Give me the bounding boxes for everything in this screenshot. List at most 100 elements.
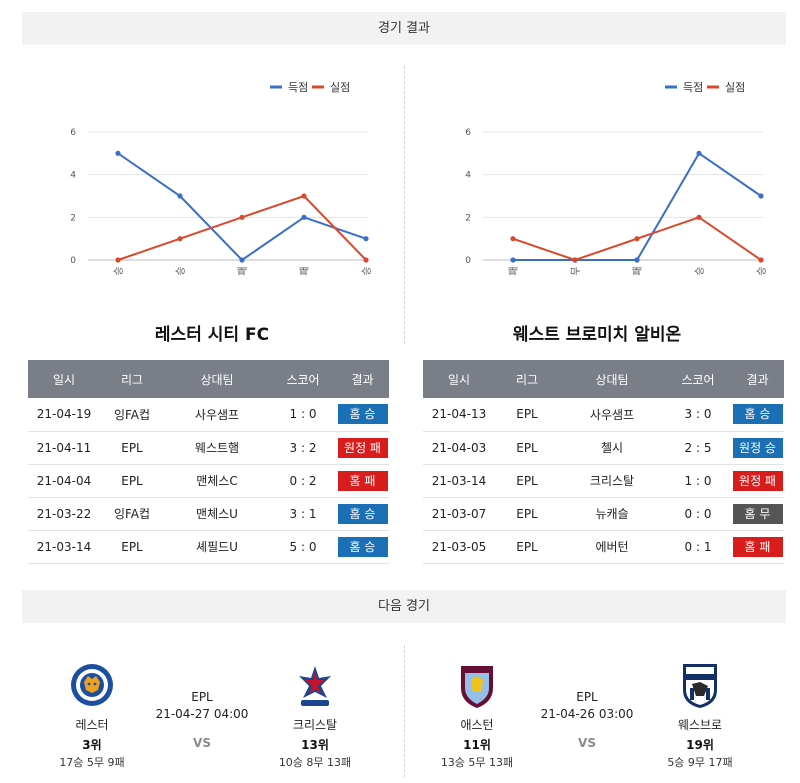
- match-result-cell: 원정 패: [731, 464, 784, 498]
- data-point: [239, 214, 245, 220]
- data-point: [363, 257, 369, 263]
- west-brom-logo-icon: [678, 660, 722, 710]
- match-date: 21-03-14: [423, 464, 495, 498]
- match-score: 1 : 0: [270, 398, 336, 432]
- data-point: [696, 150, 702, 156]
- series-line: [117, 194, 367, 261]
- legend-label: 득점: [683, 81, 703, 94]
- table-row: 21-04-03 EPL 첼시 2 : 5 원정 승: [423, 431, 784, 465]
- match-datetime: 21-04-27 04:00: [155, 707, 249, 721]
- match-info: EPL 21-04-26 03:00: [517, 690, 657, 721]
- match-date: 21-04-11: [28, 431, 100, 465]
- match-date: 21-03-14: [28, 530, 100, 564]
- data-point: [115, 257, 121, 263]
- series-line: [117, 152, 367, 262]
- line-chart: 득점 실점 0 2 4 6 패 무 패 승 승: [465, 81, 768, 276]
- match-opponent: 사우샘프: [559, 398, 665, 432]
- y-tick-label: 2: [70, 213, 76, 223]
- x-tick-label: 승: [756, 266, 768, 275]
- y-tick-label: 4: [465, 171, 471, 181]
- next-match-card: 애스턴 11위 13승 5무 13패 EPL 21-04-26 03:00 VS…: [407, 660, 767, 770]
- home-club: 레스터 3위 17승 5무 9패: [47, 660, 137, 770]
- match-result-cell: 원정 승: [731, 431, 784, 465]
- x-tick-label: 패: [508, 266, 520, 275]
- match-date: 21-03-22: [28, 497, 100, 531]
- legend-label: 실점: [330, 81, 350, 94]
- data-point: [634, 257, 640, 263]
- away-club: 웨스브로 19위 5승 9무 17패: [655, 660, 745, 770]
- results-section-title: 경기 결과: [22, 12, 786, 45]
- table-header-cell: 리그: [495, 360, 559, 398]
- data-point: [301, 193, 307, 199]
- result-badge: 홈 무: [732, 503, 783, 524]
- match-league: EPL: [191, 690, 213, 704]
- y-tick-label: 0: [465, 256, 471, 266]
- match-score: 3 : 1: [270, 497, 336, 531]
- legend-label: 실점: [725, 81, 745, 94]
- table-row: 21-03-14 EPL 크리스탈 1 : 0 원정 패: [423, 464, 784, 498]
- match-league: EPL: [100, 431, 164, 465]
- match-score: 0 : 0: [665, 497, 731, 531]
- match-league: EPL: [495, 398, 559, 432]
- table-header-cell: 일시: [423, 360, 495, 398]
- table-header-row: 일시 리그 상대팀 스코어 결과: [423, 360, 784, 398]
- match-opponent: 에버턴: [559, 530, 665, 564]
- table-header-cell: 상대팀: [164, 360, 270, 398]
- match-league: EPL: [100, 464, 164, 498]
- result-badge: 홈 패: [337, 470, 388, 491]
- y-tick-label: 4: [70, 171, 76, 181]
- chart-legend: 득점 실점: [665, 81, 745, 94]
- match-date: 21-04-13: [423, 398, 495, 432]
- table-header-cell: 스코어: [665, 360, 731, 398]
- match-score: 2 : 5: [665, 431, 731, 465]
- match-datetime: 21-04-26 03:00: [540, 707, 634, 721]
- table-row: 21-04-11 EPL 웨스트햄 3 : 2 원정 패: [28, 431, 389, 465]
- chart-westbrom: 득점 실점 0 2 4 6 패 무 패 승 승: [425, 70, 775, 283]
- data-point: [758, 257, 764, 263]
- y-tick-label: 0: [70, 256, 76, 266]
- match-score: 3 : 2: [270, 431, 336, 465]
- club-rank: 13위: [301, 738, 329, 752]
- match-league: 잉FA컵: [100, 398, 164, 432]
- series-line: [513, 151, 762, 261]
- match-opponent: 뉴캐슬: [559, 497, 665, 531]
- result-badge: 홈 승: [337, 536, 388, 557]
- x-tick-label: 패: [299, 266, 311, 275]
- match-score: 1 : 0: [665, 464, 731, 498]
- data-point: [239, 257, 245, 263]
- match-result-cell: 홈 패: [336, 464, 389, 498]
- club-name: 웨스브로: [677, 718, 723, 732]
- result-badge: 원정 패: [732, 470, 783, 491]
- club-rank: 11위: [463, 738, 491, 752]
- legend-label: 득점: [288, 81, 308, 94]
- club-record: 13승 5무 13패: [440, 756, 514, 769]
- chart-legend: 득점 실점: [270, 81, 350, 94]
- home-club: 애스턴 11위 13승 5무 13패: [432, 660, 522, 770]
- data-point: [634, 236, 640, 242]
- match-score: 0 : 1: [665, 530, 731, 564]
- match-date: 21-04-19: [28, 398, 100, 432]
- match-date: 21-04-04: [28, 464, 100, 498]
- table-header-cell: 리그: [100, 360, 164, 398]
- match-info: EPL 21-04-27 04:00: [132, 690, 272, 721]
- club-rank: 3위: [82, 738, 102, 752]
- match-opponent: 셰필드U: [164, 530, 270, 564]
- leicester-logo-icon: [70, 660, 114, 710]
- y-tick-label: 2: [465, 213, 471, 223]
- table-header-row: 일시 리그 상대팀 스코어 결과: [28, 360, 389, 398]
- match-opponent: 웨스트햄: [164, 431, 270, 465]
- x-tick-label: 승: [361, 266, 373, 275]
- club-name: 애스턴: [460, 718, 494, 732]
- match-score: 5 : 0: [270, 530, 336, 564]
- match-result-cell: 홈 승: [336, 398, 389, 432]
- match-result-cell: 원정 패: [336, 431, 389, 465]
- match-opponent: 사우샘프: [164, 398, 270, 432]
- club-name: 크리스탈: [292, 718, 338, 732]
- team-title-westbrom: 웨스트 브로미치 알비온: [512, 325, 682, 345]
- match-opponent: 맨체스C: [164, 464, 270, 498]
- result-badge: 홈 승: [732, 404, 783, 425]
